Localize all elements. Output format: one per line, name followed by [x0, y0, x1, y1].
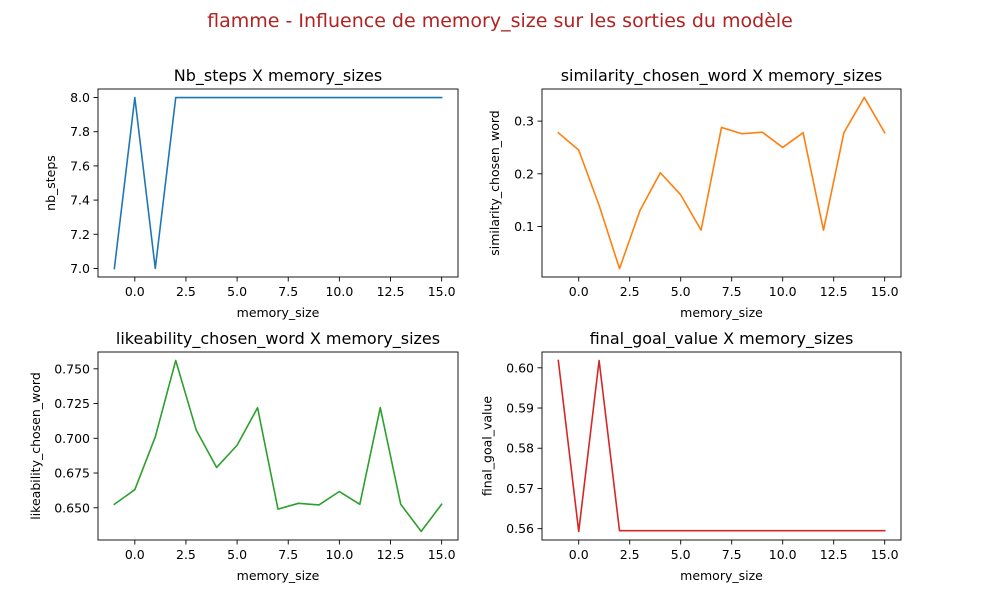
subplot-2: 0.0 2.5 5.0 7.5 10.0 12.5 15.0 0.1 0.2 0.3 similar… [487, 66, 902, 320]
x-tick-label: 5.0 [671, 547, 691, 562]
y-tick-label: 0.2 [514, 166, 534, 181]
y-tick-label: 0.1 [514, 219, 534, 234]
x-tick-label: 12.5 [820, 547, 848, 562]
y-tick-label: 7.2 [70, 227, 90, 242]
axes-frame [97, 88, 459, 278]
subplots: 0.0 2.5 5.0 7.5 10.0 12.5 15.0 7.0 7.2 7.4 7.6 7.8 8… [28, 66, 902, 583]
axes-frame [541, 351, 902, 541]
x-tick-label: 12.5 [377, 547, 405, 562]
x-tick-label: 10.0 [769, 547, 797, 562]
y-tick-label: 0.3 [514, 114, 534, 129]
x-tick-label: 2.5 [176, 547, 196, 562]
series-line [113, 359, 443, 533]
y-tick-label: 0.700 [54, 431, 90, 446]
x-tick-label: 5.0 [671, 284, 691, 299]
x-tick-label: 7.5 [722, 547, 742, 562]
x-tick-label: 0.0 [569, 284, 589, 299]
axes-frame [97, 351, 459, 541]
x-axis-label: memory_size [237, 568, 320, 583]
x-tick-label: 7.5 [278, 547, 298, 562]
x-tick-label: 15.0 [871, 284, 899, 299]
y-tick-label: 0.750 [54, 361, 90, 376]
subplot-title: similarity_chosen_word X memory_sizes [561, 66, 883, 86]
subplot-title: Nb_steps X memory_sizes [174, 66, 382, 86]
y-tick-label: 7.4 [70, 193, 90, 208]
y-tick-label: 0.650 [54, 500, 90, 515]
y-tick-label: 0.57 [506, 481, 534, 496]
y-axis-label: similarity_chosen_word [487, 110, 502, 255]
y-tick-label: 0.58 [506, 441, 534, 456]
subplot-title: likeability_chosen_word X memory_sizes [116, 329, 440, 349]
y-tick-label: 0.675 [54, 466, 90, 481]
x-tick-label: 15.0 [428, 284, 456, 299]
y-tick-label: 7.8 [70, 124, 90, 139]
x-axis-label: memory_size [680, 305, 763, 320]
y-axis-label: nb_steps [43, 155, 58, 211]
x-tick-label: 0.0 [125, 547, 145, 562]
x-tick-label: 7.5 [278, 284, 298, 299]
axes-frame [541, 88, 902, 278]
y-tick-label: 7.0 [70, 261, 90, 276]
x-axis-label: memory_size [237, 305, 320, 320]
figure-suptitle: flamme - Influence de memory_size sur le… [207, 10, 793, 32]
x-tick-label: 12.5 [820, 284, 848, 299]
x-tick-label: 10.0 [325, 284, 353, 299]
x-tick-label: 12.5 [377, 284, 405, 299]
x-tick-label: 2.5 [620, 284, 640, 299]
subplot-3: 0.0 2.5 5.0 7.5 10.0 12.5 15.0 0.650 0.675 0.700 0… [28, 329, 459, 583]
x-tick-label: 15.0 [871, 547, 899, 562]
y-tick-label: 0.56 [506, 521, 534, 536]
x-tick-label: 5.0 [227, 284, 247, 299]
y-tick-label: 0.725 [54, 396, 90, 411]
y-tick-label: 7.6 [70, 158, 90, 173]
x-tick-label: 5.0 [227, 547, 247, 562]
x-tick-label: 2.5 [620, 547, 640, 562]
y-axis-label: final_goal_value [480, 396, 495, 497]
series-line [113, 96, 443, 270]
x-tick-label: 10.0 [769, 284, 797, 299]
series-line [557, 96, 886, 270]
y-tick-label: 0.60 [506, 360, 534, 375]
x-axis-label: memory_size [680, 568, 763, 583]
y-tick-label: 8.0 [70, 90, 90, 105]
x-tick-label: 10.0 [325, 547, 353, 562]
y-tick-label: 0.59 [506, 401, 534, 416]
x-tick-label: 2.5 [176, 284, 196, 299]
series-line [557, 359, 886, 533]
x-tick-label: 15.0 [428, 547, 456, 562]
subplot-1: 0.0 2.5 5.0 7.5 10.0 12.5 15.0 7.0 7.2 7.4 7.6 7.8 8… [43, 66, 459, 320]
x-tick-label: 7.5 [722, 284, 742, 299]
subplot-title: final_goal_value X memory_sizes [590, 329, 854, 349]
y-axis-label: likeability_chosen_word [28, 372, 43, 520]
x-tick-label: 0.0 [125, 284, 145, 299]
subplot-4: 0.0 2.5 5.0 7.5 10.0 12.5 15.0 0.56 0.57 0.58 0.59… [480, 329, 902, 583]
x-tick-label: 0.0 [569, 547, 589, 562]
